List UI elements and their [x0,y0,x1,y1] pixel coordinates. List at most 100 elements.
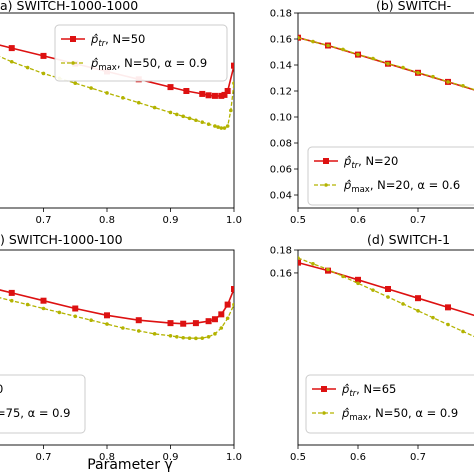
data-point-tr [385,286,391,292]
data-point-max [229,108,233,113]
data-point-max [152,332,157,336]
data-point-max [213,332,217,336]
data-point-tr [221,91,228,98]
panel-title: (d) SWITCH-1 [367,232,450,247]
series-group [298,34,474,91]
x-tick-label: 0.7 [410,452,426,463]
data-point-max [386,295,390,299]
data-point-max [431,74,435,79]
data-point-max [9,59,14,64]
data-point-max [461,329,465,334]
series-line-max [0,297,234,339]
data-point-max [25,302,30,307]
data-point-max [136,100,141,105]
data-point-max [311,39,315,44]
data-point-max [416,71,420,75]
x-tick-label: 0.8 [99,452,115,463]
data-point-max [232,81,234,85]
data-point-max [298,256,300,260]
data-point-max [311,261,315,266]
data-point-max [89,318,93,323]
plot-frame [297,249,474,446]
y-tick-label: 0.18 [270,246,292,257]
data-point-max [41,71,46,76]
panel-title: ) SWITCH-1000-100 [0,232,123,247]
data-point-max [168,334,173,338]
legend-label: =75, α = 0.9 [0,406,70,420]
data-point-max [225,124,230,128]
x-tick-label: 0.5 [290,452,306,463]
data-point-max [200,336,205,340]
y-tick-label: 0.16 [270,268,292,279]
x-tick-label: 0.9 [163,215,179,226]
data-point-max [356,281,360,286]
data-point-tr [298,259,301,266]
data-point-tr [183,88,190,94]
panel-1: (b) SWITCH- 0.5 0.6 0.7 0.04 0.06 0.08 0.10 0.12… [270,0,474,226]
data-point-max [41,306,46,311]
data-point-tr [135,317,142,324]
legend-box [0,374,86,434]
data-point-tr [180,320,187,327]
data-point-max [187,336,192,340]
data-point-tr [205,92,212,99]
series-line-tr [0,288,234,325]
data-point-tr [231,286,234,292]
data-point-max [181,335,185,340]
data-point-max [181,114,185,119]
data-point-max [73,314,78,319]
panel-2: ) SWITCH-1000-100 0.7 0.8 0.9 1.0 0 =75, α = 0… [0,232,242,463]
data-point-max [194,336,198,341]
data-point-tr [231,62,234,69]
data-point-max [401,302,405,306]
data-point-tr [211,316,218,323]
legend-label: p̂max, N=50, α = 0.9 [90,56,207,73]
y-tick-label: 0.06 [270,165,292,176]
legend-box [307,146,474,206]
x-tick-label: 0.7 [410,215,426,226]
data-point-max [200,120,205,124]
data-point-tr [218,92,225,99]
legend-label: 0 [0,382,3,396]
legend-marker-tr [321,386,327,392]
x-tick-label: 0.9 [163,452,179,463]
y-tick-label: 0.14 [270,61,292,72]
data-point-max [416,308,420,313]
x-tick-label: 0.7 [36,452,52,463]
x-tick-label: 0.6 [350,452,366,463]
y-tick-label: 0.16 [270,35,292,46]
series-group [298,256,474,338]
data-point-max [219,126,224,130]
data-point-max [431,315,435,320]
data-point-max [136,329,141,333]
data-point-tr [218,311,225,318]
data-point-max [206,122,211,126]
x-tick-label: 0.8 [99,215,115,226]
data-point-tr [199,90,206,97]
panel-title: a) SWITCH-1000-1000 [0,0,138,13]
data-point-max [73,81,78,85]
legend-label: p̂tr, N=65 [341,382,396,399]
legend-marker-tr [323,158,329,164]
data-point-max [121,326,125,330]
legend-label: p̂max, N=20, α = 0.6 [343,178,460,195]
panel-0: a) SWITCH-1000-1000 0.7 0.8 0.9 1.0 p̂tr, N=5… [0,0,242,226]
legend-label: p̂tr, N=20 [343,154,398,171]
data-point-max [57,310,62,315]
data-point-tr [167,84,174,91]
data-point-max [341,274,345,279]
figure-x-axis-label: Parameter γ [87,457,173,473]
data-point-max [187,116,192,121]
data-point-max [386,61,390,66]
data-point-tr [224,88,231,94]
panel-title: (b) SWITCH- [376,0,451,13]
series-group [0,286,234,341]
data-point-max [175,334,179,339]
data-point-tr [192,320,199,327]
legend-marker-max [322,411,326,415]
data-point-max [326,267,330,272]
data-point-tr [8,289,15,296]
data-point-max [371,288,375,292]
data-point-max [105,322,109,326]
y-tick-label: 0.18 [270,9,292,20]
